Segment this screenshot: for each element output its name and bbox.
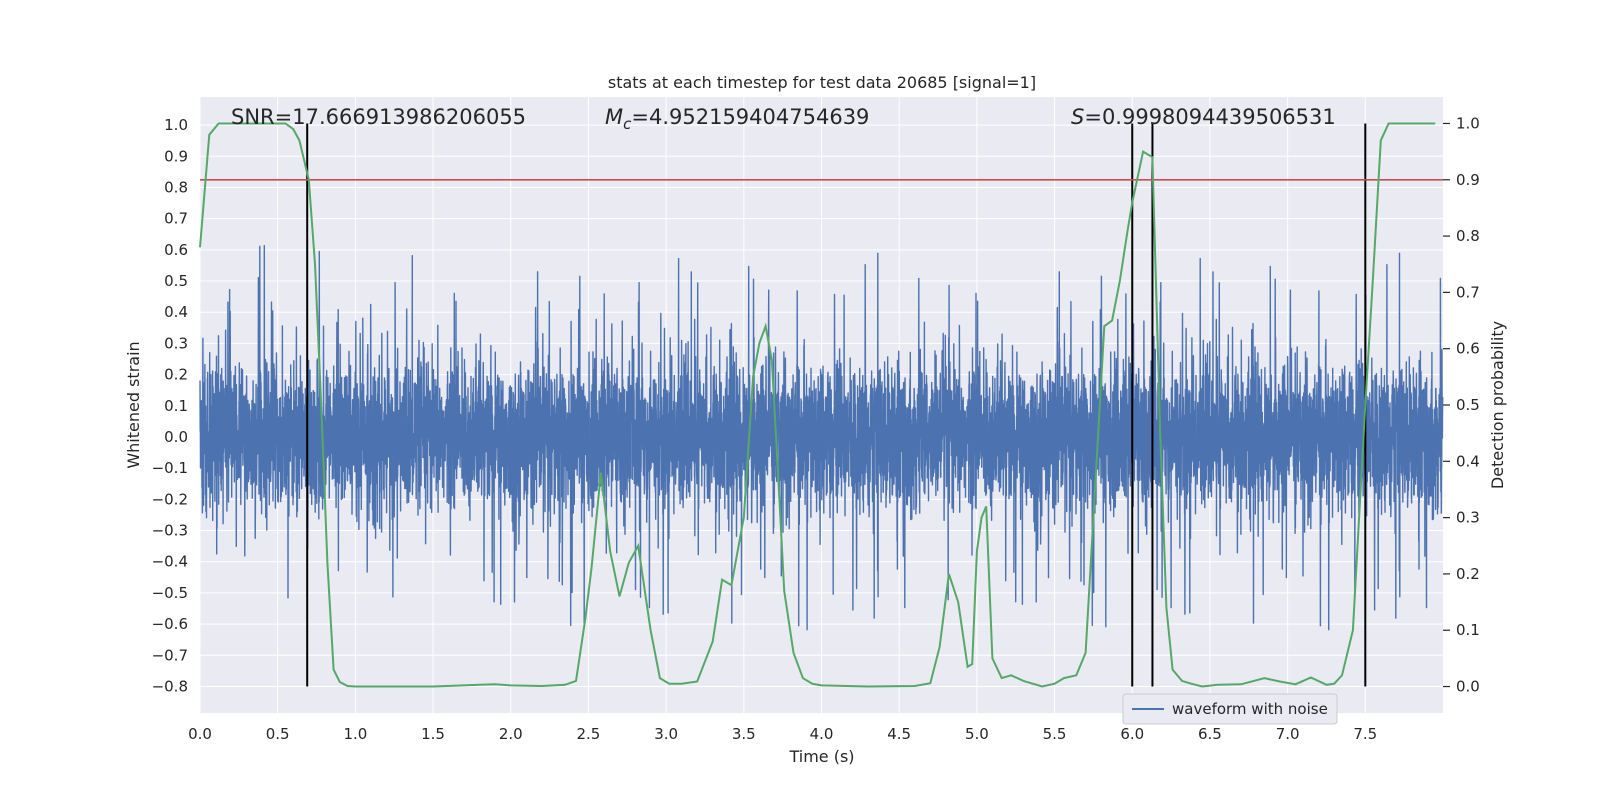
y-right-axis-ticks: 0.0 0.1 0.2 0.3 0.4 0.5 0.6 0.7 0.8 0.9 1.0 (1443, 114, 1480, 696)
y-left-tick-label: −0.8 (152, 677, 188, 695)
x-tick-label: 4.5 (887, 725, 911, 743)
y-left-tick-label: 0.1 (164, 397, 188, 415)
y-left-tick-label: 0.2 (164, 366, 188, 384)
x-tick-label: 5.0 (965, 725, 989, 743)
x-tick-label: 1.0 (343, 725, 367, 743)
legend-box (1122, 693, 1338, 725)
x-tick-label: 0.5 (266, 725, 290, 743)
y-left-axis-label: Whitened strain (124, 341, 143, 468)
x-axis-ticks: 0.0 0.5 1.0 1.5 2.0 2.5 3.0 3.5 4.0 4.5 5.0 5.5 6.0 6… (188, 725, 1377, 743)
waveform-series (199, 244, 1444, 631)
y-left-tick-label: 0.0 (164, 428, 188, 446)
y-left-tick-label: −0.5 (152, 584, 188, 602)
y-left-tick-label: 1.0 (164, 116, 188, 134)
y-right-tick-label: 0.5 (1456, 396, 1480, 414)
s-symbol: S (1071, 105, 1084, 129)
chart-title: stats at each timestep for test data 206… (608, 73, 1036, 92)
x-tick-label: 2.5 (577, 725, 601, 743)
y-left-tick-label: 0.3 (164, 334, 188, 352)
y-right-tick-label: 0.2 (1456, 565, 1480, 583)
probability-series-line (199, 122, 1436, 688)
y-left-axis-ticks: −0.8 −0.7 −0.6 −0.5 −0.4 −0.3 −0.2 −0.1 0.0 0.1 0.… (152, 116, 188, 695)
x-tick-label: 6.5 (1198, 725, 1222, 743)
y-right-tick-label: 1.0 (1456, 114, 1480, 132)
detection-lines (306, 123, 1367, 687)
x-tick-label: 0.0 (188, 725, 212, 743)
s-value: =0.9998094439506531 (1084, 105, 1335, 129)
mc-subscript: c (623, 115, 632, 133)
x-tick-label: 7.5 (1353, 725, 1377, 743)
x-tick-label: 3.0 (654, 725, 678, 743)
y-right-tick-label: 0.6 (1456, 340, 1480, 358)
y-left-tick-label: 0.9 (164, 147, 188, 165)
x-tick-label: 6.0 (1120, 725, 1144, 743)
y-right-tick-label: 0.3 (1456, 509, 1480, 527)
y-left-tick-label: 0.4 (164, 303, 188, 321)
y-left-tick-label: 0.5 (164, 272, 188, 290)
y-right-tick-label: 0.8 (1456, 227, 1480, 245)
s-annotation: S=0.9998094439506531 (1071, 105, 1336, 129)
y-left-tick-label: 0.8 (164, 178, 188, 196)
mc-symbol: M (605, 105, 623, 129)
y-left-tick-label: −0.7 (152, 646, 188, 664)
x-tick-label: 7.0 (1276, 725, 1300, 743)
mc-value: =4.952159404754639 (631, 105, 869, 129)
y-left-tick-label: −0.3 (152, 522, 188, 540)
y-right-tick-label: 0.9 (1456, 171, 1480, 189)
x-tick-label: 4.0 (810, 725, 834, 743)
mc-annotation: Mc=4.952159404754639 (605, 105, 869, 133)
y-left-tick-label: 0.7 (164, 210, 188, 228)
y-right-axis-label: Detection probability (1488, 321, 1507, 489)
x-tick-label: 3.5 (732, 725, 756, 743)
x-tick-label: 1.5 (421, 725, 445, 743)
snr-annotation: SNR=17.666913986206055 (231, 105, 526, 129)
y-left-tick-label: −0.4 (152, 553, 188, 571)
y-right-tick-label: 0.4 (1456, 452, 1480, 470)
y-left-tick-label: −0.2 (152, 490, 188, 508)
x-tick-label: 5.5 (1043, 725, 1067, 743)
y-left-tick-label: −0.1 (152, 459, 188, 477)
y-left-tick-label: −0.6 (152, 615, 188, 633)
y-right-tick-label: 0.0 (1456, 678, 1480, 696)
waveform-line (199, 244, 1444, 631)
legend: waveform with noise (1122, 693, 1338, 725)
legend-waveform-label: waveform with noise (1172, 700, 1328, 718)
x-tick-label: 2.0 (499, 725, 523, 743)
y-right-tick-label: 0.7 (1456, 283, 1480, 301)
y-left-tick-label: 0.6 (164, 241, 188, 259)
y-right-tick-label: 0.1 (1456, 621, 1480, 639)
x-axis-label: Time (s) (788, 747, 854, 766)
